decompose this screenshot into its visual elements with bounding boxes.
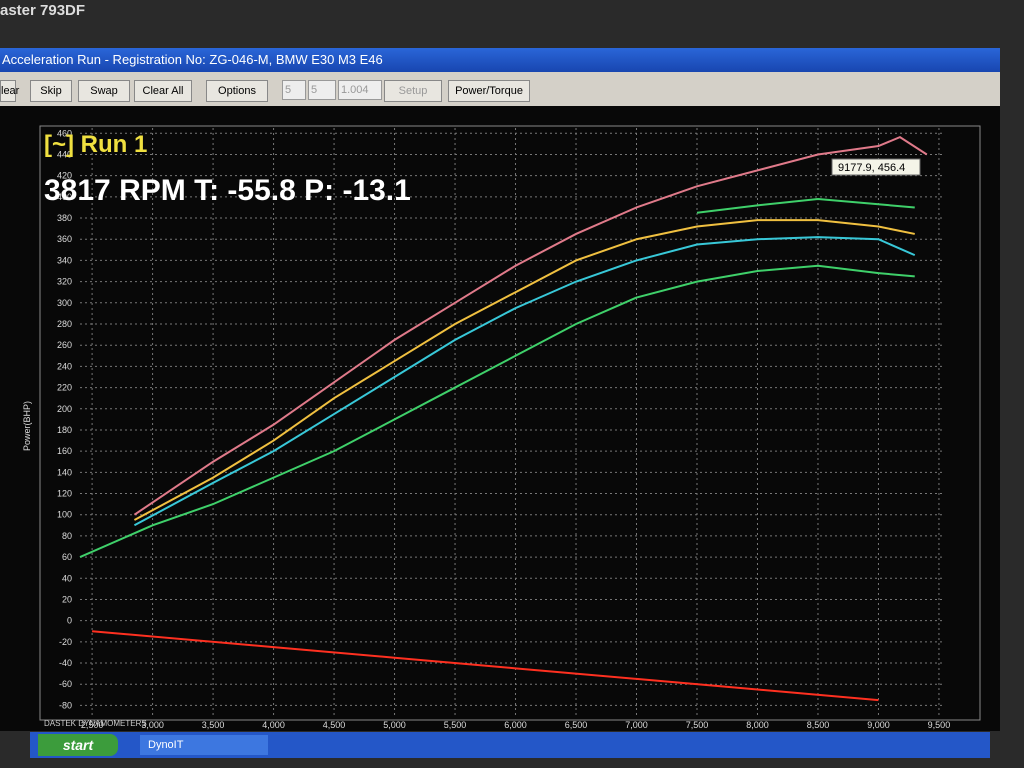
x-tick-label: 4,500 [323, 720, 346, 730]
start-button[interactable]: start [38, 734, 118, 756]
y-tick-label: 80 [62, 531, 72, 541]
series-line [79, 264, 915, 558]
button[interactable]: Swap [78, 80, 130, 102]
brand-label: DASTEK DYNAMOMETERS [44, 719, 147, 728]
button[interactable]: Setup [384, 80, 442, 102]
y-tick-label: 360 [57, 234, 72, 244]
y-tick-label: 20 [62, 594, 72, 604]
y-tick-label: 40 [62, 573, 72, 583]
y-tick-label: 0 [67, 616, 72, 626]
y-tick-label: 380 [57, 213, 72, 223]
monitor-brand: aster 793DF [0, 2, 86, 19]
input[interactable]: 5 [308, 80, 336, 100]
button[interactable]: Skip [30, 80, 72, 102]
y-tick-label: 140 [57, 467, 72, 477]
y-tick-label: 200 [57, 404, 72, 414]
series-line [92, 630, 879, 702]
run-label: [~] Run 1 [44, 131, 147, 158]
x-tick-label: 7,000 [625, 720, 648, 730]
tooltip: 9177.9, 456.4 [838, 162, 905, 174]
x-tick-label: 2,500 [81, 720, 104, 730]
y-tick-label: 280 [57, 319, 72, 329]
y-tick-label: 400 [57, 192, 72, 202]
y-tick-label: 460 [57, 128, 72, 138]
plot-frame [39, 125, 981, 721]
x-tick-label: 9,500 [928, 720, 951, 730]
y-tick-label: 420 [57, 171, 72, 181]
x-tick-label: 8,000 [746, 720, 769, 730]
y-tick-label: -20 [59, 637, 72, 647]
button[interactable]: Power/Torque [448, 80, 530, 102]
x-tick-label: 6,000 [504, 720, 527, 730]
y-tick-label: 340 [57, 255, 72, 265]
y-tick-label: 240 [57, 361, 72, 371]
y-tick-label: 120 [57, 489, 72, 499]
y-tick-label: 100 [57, 510, 72, 520]
tooltip-box [831, 158, 921, 176]
x-tick-label: 6,500 [565, 720, 588, 730]
y-tick-label: -60 [59, 679, 72, 689]
y-tick-label: 180 [57, 425, 72, 435]
series-line [696, 197, 915, 214]
readout: 3817 RPM T: -55.8 P: -13.1 [44, 174, 411, 207]
y-tick-label: 440 [57, 149, 72, 159]
taskbar: start DynoIT [30, 732, 990, 758]
y-tick-label: 160 [57, 446, 72, 456]
x-tick-label: 5,000 [383, 720, 406, 730]
y-tick-label: 260 [57, 340, 72, 350]
x-tick-label: 5,500 [444, 720, 467, 730]
series-line [133, 236, 916, 527]
y-tick-label: 300 [57, 298, 72, 308]
button[interactable]: Clear All [134, 80, 192, 102]
x-tick-label: 7,500 [686, 720, 709, 730]
chart: -80 -60 -40 -20 0 20 40 60 80 100 120 140 160 180 200 2… [0, 106, 1000, 731]
series-line [133, 219, 915, 521]
x-tick-label: 8,500 [807, 720, 830, 730]
y-tick-label: 220 [57, 383, 72, 393]
x-tick-label: 9,000 [867, 720, 890, 730]
button[interactable]: Options [206, 80, 268, 102]
series-line [133, 135, 928, 516]
window-title: Acceleration Run - Registration No: ZG-0… [0, 48, 1000, 72]
y-axis-label: Power(BHP) [22, 401, 32, 451]
chart-background [0, 106, 1000, 731]
x-tick-label: 3,500 [202, 720, 225, 730]
y-tick-label: 320 [57, 277, 72, 287]
y-tick-label: -40 [59, 658, 72, 668]
y-tick-label: 60 [62, 552, 72, 562]
x-tick-label: 4,000 [262, 720, 285, 730]
toolbar: lear Skip Swap Clear All Options 5 5 1.0… [0, 72, 1000, 106]
x-tick-label: 3,000 [141, 720, 164, 730]
button[interactable]: lear [0, 80, 19, 102]
y-tick-label: -80 [59, 700, 72, 710]
input[interactable]: 1.004 [338, 80, 382, 100]
input[interactable]: 5 [282, 80, 306, 100]
task-button[interactable]: DynoIT [140, 735, 268, 755]
